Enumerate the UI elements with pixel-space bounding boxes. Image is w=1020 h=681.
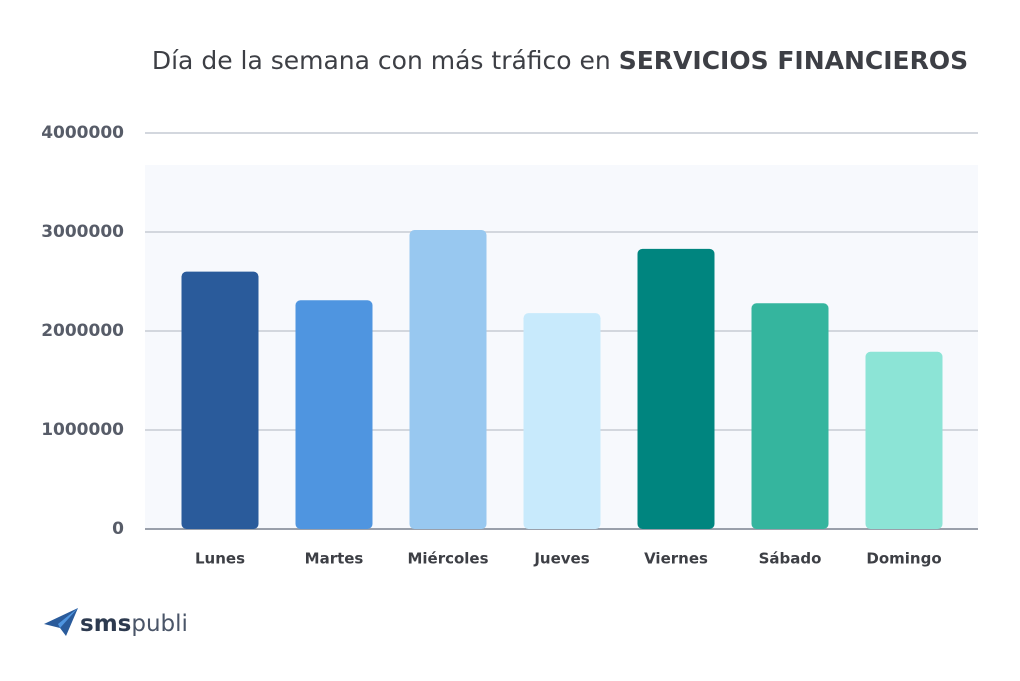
title-text: Día de la semana con más tráfico en [152,46,611,75]
x-tick-label: Viernes [644,550,708,568]
y-tick-label: 3000000 [41,222,124,242]
x-tick-label: Lunes [195,550,245,568]
logo-bold: sms [80,611,131,637]
y-tick-label: 4000000 [41,123,124,143]
bar [409,230,487,529]
bar [865,351,943,529]
bar [295,300,373,529]
logo-icon-fold [58,608,78,628]
logo-light: publi [131,611,188,637]
logo: smspubli [44,608,188,637]
x-tick-label: Jueves [533,550,589,568]
chart-title: Día de la semana con más tráfico en SERV… [152,46,968,75]
bar [751,303,829,529]
bar [523,313,601,529]
x-tick-label: Miércoles [407,550,488,568]
bar [181,271,259,529]
title-emphasis: SERVICIOS FINANCIEROS [619,46,968,75]
bar [637,248,715,529]
logo-text: smspubli [80,611,188,637]
x-tick-label: Domingo [866,550,941,568]
x-tick-label: Sábado [759,550,822,568]
y-tick-label: 0 [112,519,124,539]
y-tick-label: 2000000 [41,321,124,341]
y-tick-label: 1000000 [41,420,124,440]
x-tick-label: Martes [305,550,364,568]
